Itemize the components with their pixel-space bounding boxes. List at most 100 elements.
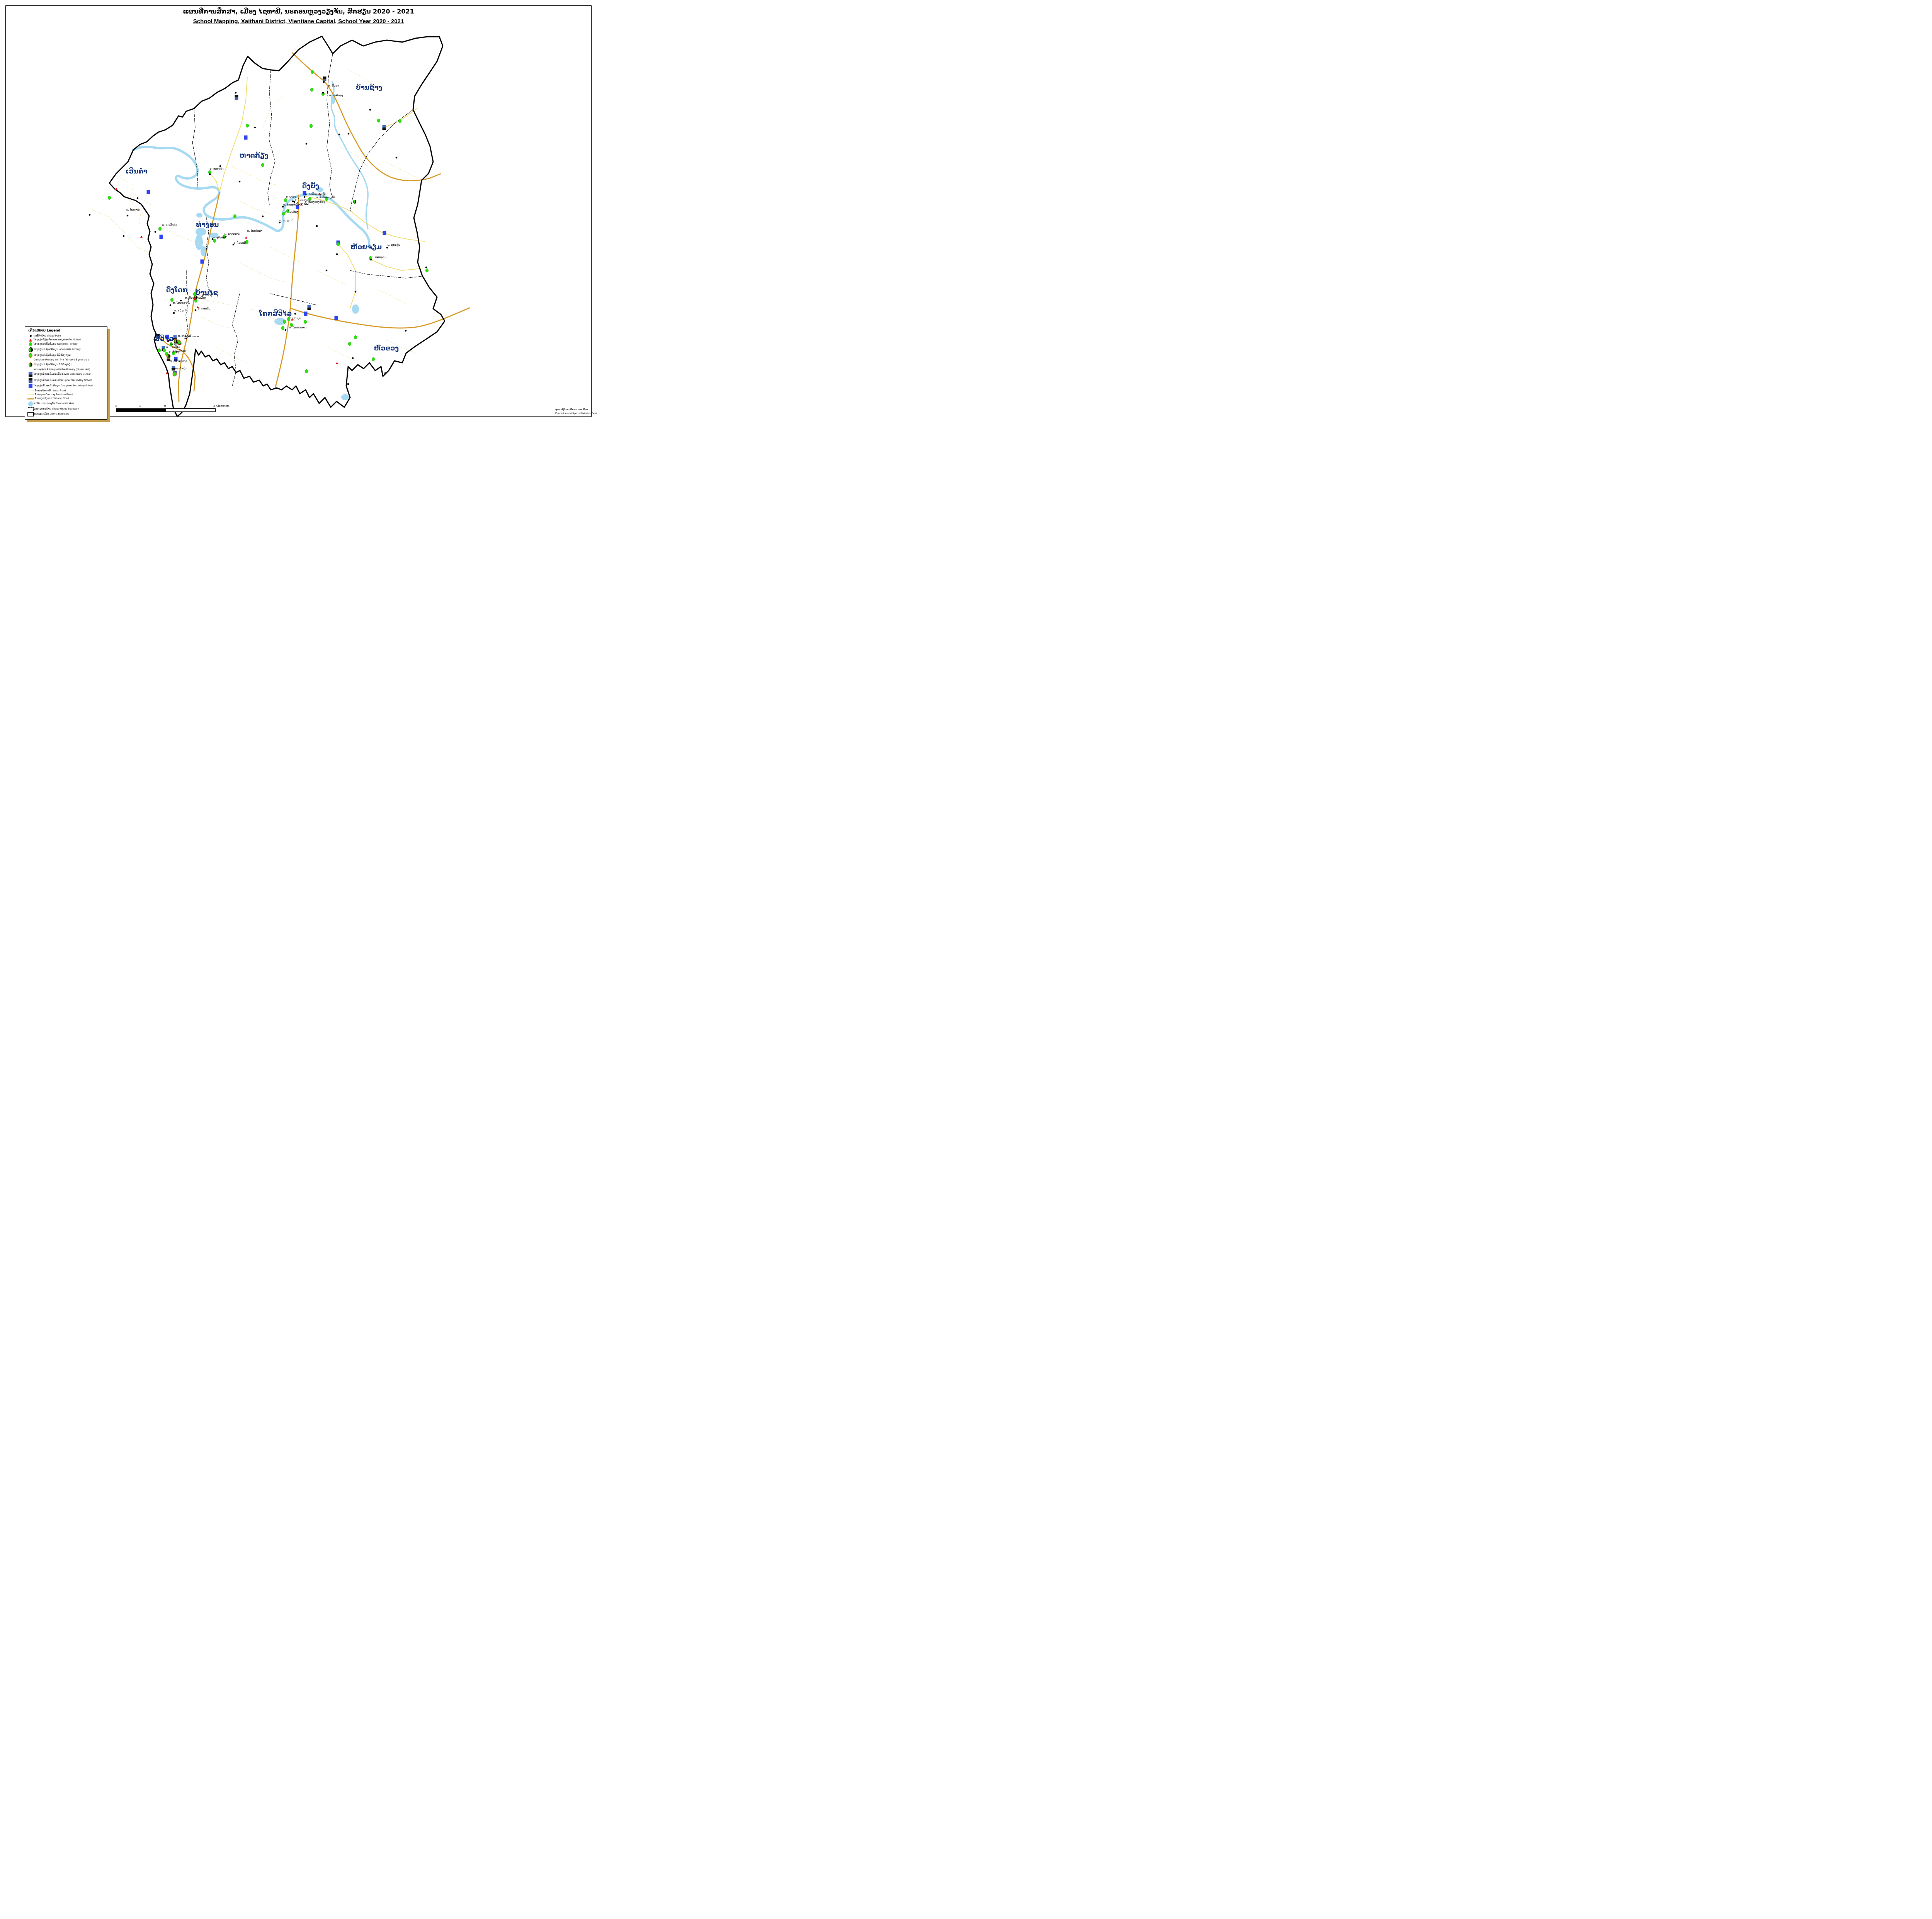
village-point-marker <box>224 235 227 238</box>
pre-school-marker <box>291 318 294 321</box>
pre-school-marker <box>140 235 143 238</box>
area-labels-layer: ບ້ານຊ້າງຫາດກ້ຽງເວີນຄຳດົງບັງທ່າງ່ອນຫ້ວຍຈຽ… <box>126 83 399 352</box>
complete-secondary-marker <box>383 231 386 235</box>
green-pre-icon <box>27 353 34 358</box>
village-point-marker <box>336 253 338 255</box>
complete-primary-marker <box>304 320 307 324</box>
pre-school-marker <box>335 362 338 364</box>
pre-school-marker <box>245 236 248 239</box>
village-group-label: ເວີນຄຳ <box>126 167 147 175</box>
village-group-label: ຫ້ວຍຈຽມ <box>351 243 382 251</box>
village-point-marker <box>122 235 125 237</box>
legend-item: ໂຮງຮຽນປະຖົມສົມບູນ ທີ່ມີຫ້ອງກຽມ <box>27 353 105 358</box>
complete-primary-marker <box>158 348 161 353</box>
complete-primary-marker <box>261 163 265 167</box>
lower-secondary-marker <box>173 335 177 338</box>
village-point-marker <box>194 309 197 311</box>
village-group-label: ທ່າງ່ອນ <box>196 221 219 229</box>
complete-primary-marker <box>310 87 314 92</box>
village-label: ບ. ຈະເລີນໄຊ <box>162 223 177 227</box>
village-group-boundaries-layer <box>184 53 422 387</box>
map-page: ແຜນທີ່ການສຶກສາ, ເມືອງ ໄຊທານີ, ນະຄອນຫຼວງວ… <box>0 0 597 422</box>
complete-primary-marker <box>245 240 249 244</box>
legend-item: ຈຸດທີ່ຕັ້ງບ້ານ Village Point <box>27 335 105 338</box>
complete-primary-marker <box>170 342 173 347</box>
complete-secondary-marker <box>244 135 248 140</box>
complete-secondary-marker <box>146 190 150 194</box>
complete-primary-marker <box>305 369 308 374</box>
pre-school-marker <box>196 306 199 308</box>
village-point-marker <box>180 299 182 302</box>
incomplete-primary-pre-marker <box>173 338 178 344</box>
local-roads-layer <box>89 69 418 364</box>
village-group-label: ຫົວຂວງ <box>374 344 399 352</box>
legend-item: ຂອບເຂດກຸ່ມບ້ານ Village Group Boundary <box>27 407 105 411</box>
complete-primary-marker <box>348 342 352 346</box>
village-label: ບ. ໂນນແສງຈັນ <box>173 301 190 304</box>
village-point-marker <box>262 215 264 218</box>
village-point-marker <box>154 231 156 233</box>
village-point-marker <box>305 143 308 145</box>
village-point-marker <box>126 214 129 217</box>
village-point-marker <box>284 329 287 331</box>
school-markers-layer <box>88 70 429 385</box>
village-label: ບ. ດົງໂພດ <box>170 342 182 345</box>
legend-items: ຈຸດທີ່ຕັ້ງບ້ານ Village Point ໂຮງຮຽນລ້ຽງເດ… <box>27 335 105 417</box>
complete-primary-marker <box>282 212 286 216</box>
village-label: ບ. ຊາຍນ້ຳເງິນ <box>171 367 187 370</box>
village-point-marker <box>254 126 256 129</box>
village-label: ບ. ພະຂາວ <box>175 359 187 363</box>
pre-school-marker <box>115 187 118 190</box>
village-label: ບ. ຄຳຮຸ່ງ <box>169 350 179 354</box>
legend-item-subline: Incomplete Primary with Pre-Primary ( 5 … <box>34 368 90 371</box>
village-point-marker <box>370 258 372 261</box>
complete-primary-marker <box>287 317 291 321</box>
village-point-marker <box>354 291 357 293</box>
complete-primary-pre-marker <box>178 341 181 345</box>
upper-secondary-marker <box>156 334 160 337</box>
csec-icon <box>27 384 34 389</box>
tri-icon <box>27 338 34 342</box>
legend-item: ແມ່ນ້ຳ ແລະ ໜອງນ້ຳ River and Lakes <box>27 401 105 406</box>
pre-school-marker <box>193 297 196 300</box>
village-point-marker <box>211 238 214 240</box>
village-label: ບ. ແສນອຸດົມ <box>372 255 386 259</box>
prov-icon <box>27 394 34 396</box>
village-label: ບ. ສະພັງໝໍ້ <box>178 334 191 338</box>
complete-primary-marker <box>311 70 314 74</box>
village-point-marker <box>238 180 241 183</box>
village-label: ບ. ຕານມີໄຊ <box>166 345 180 349</box>
river-and-lakes-layer <box>132 81 371 400</box>
village-point-marker <box>352 357 354 359</box>
map-title-english: School Mapping, Xaithani District, Vient… <box>193 18 404 25</box>
dot-icon <box>27 335 34 337</box>
complete-secondary-marker <box>334 316 338 320</box>
village-point-marker <box>369 109 371 111</box>
complete-primary-marker <box>283 320 286 324</box>
complete-primary-marker <box>281 326 285 330</box>
attribution-english: Education and Sports Statistics Center <box>555 412 597 415</box>
village-point-marker <box>386 246 388 249</box>
village-point-marker <box>303 196 306 198</box>
village-label: ບ. ໂຄກສະອາດ <box>289 326 306 329</box>
legend-item: ໂຮງຮຽນມັດທະຍົມຕອນປາຍ Upper Secondary Sch… <box>27 378 105 383</box>
village-label: ບ. ດວງບຸດດີ <box>279 219 293 223</box>
legend-item: ເສັ້ນທາງລະດັບແຂວງ Province Road <box>27 393 105 396</box>
scale-bar: 4 2 0 4 Kilometers <box>115 404 230 412</box>
complete-primary-marker <box>108 196 111 200</box>
village-point-marker <box>323 81 325 83</box>
incomplete-primary-marker <box>353 199 357 204</box>
village-label: ບ. ສີວິໄລ <box>170 359 180 363</box>
legend-item: ໂຮງຮຽນປະຖົມບໍ່ສົມບູນ ທີ່ມີຫ້ອງກຽມ <box>27 362 105 367</box>
complete-primary-marker <box>172 351 175 355</box>
village-point-marker <box>88 214 91 216</box>
legend-item-subline: Complete Primary with Pre-Primary ( 5 ye… <box>34 359 89 362</box>
village-point-marker <box>322 92 324 94</box>
village-label: ບ. ລາດຄວາຍ <box>224 232 240 236</box>
village-label: ບ. ລ້າວຄູ <box>175 349 186 352</box>
village-point-marker <box>384 372 386 374</box>
village-point-marker <box>325 269 328 272</box>
river-icon <box>27 401 34 406</box>
complete-secondary-marker <box>303 191 306 195</box>
pre-school-marker <box>318 192 321 195</box>
